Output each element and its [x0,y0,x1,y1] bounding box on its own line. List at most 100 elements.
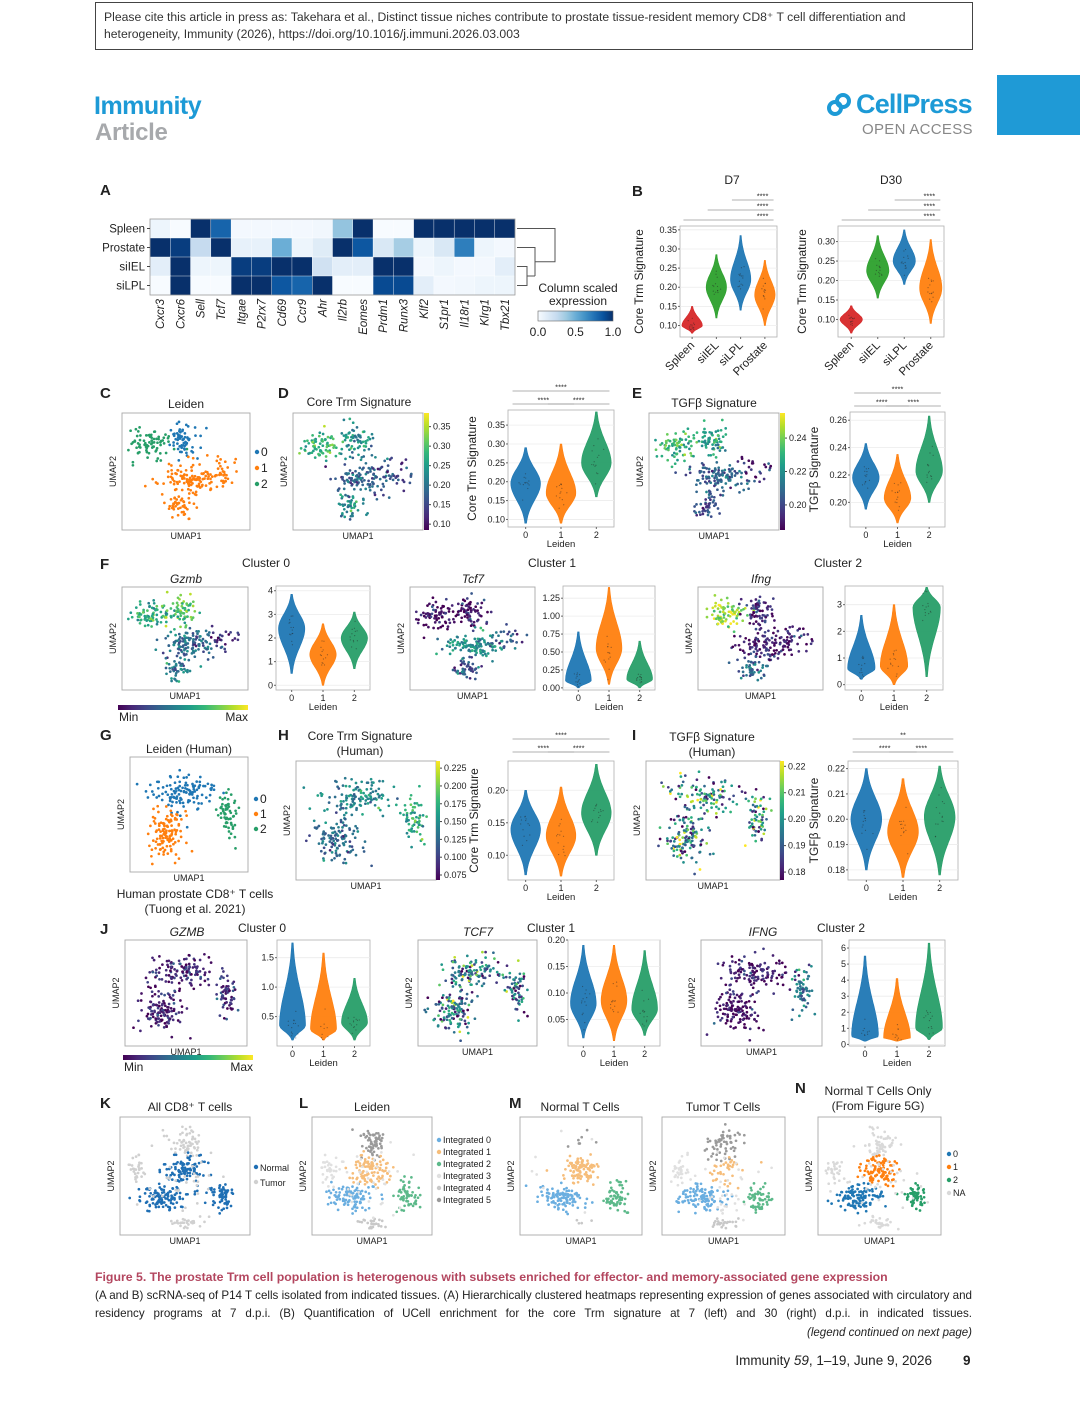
umap-point [753,660,757,664]
umap-point [215,459,219,463]
violin-point [524,482,527,484]
umap-point [151,477,155,481]
umap-point [155,446,159,450]
umap-point [317,824,321,828]
umap-point [205,426,208,430]
umap-point [185,478,189,481]
umap-point [436,626,440,630]
umap-point [182,776,186,780]
umap-point [326,435,330,439]
umap-point [697,770,701,774]
violin-0 [279,942,306,1041]
umap-point [341,841,345,845]
umap-point [366,802,370,805]
umap-point [741,1018,745,1022]
umap-point [175,422,179,426]
umap-point [366,797,370,801]
umap-point [181,970,184,974]
colorbar-tick-label: 0.20 [789,500,807,510]
umap-point [136,618,140,622]
umap-point [196,973,199,976]
violin-point [578,679,580,681]
umap-point [494,649,498,652]
umap-point [762,947,765,951]
umap-point [448,645,452,649]
umap-point [348,448,351,452]
umap-point [174,674,178,677]
umap-point [440,963,444,966]
violin-point [907,853,909,855]
umap-point [664,441,668,445]
violin-point [595,464,597,466]
violin-point [615,981,618,983]
umap-point [441,1003,445,1007]
umap-point [381,482,385,486]
umap-point [183,658,187,661]
umap-point [159,443,162,447]
violin-point [356,1024,358,1026]
umap-point [484,963,488,967]
umap-point [411,811,414,814]
umap-point [431,596,435,600]
umap-point [344,798,348,802]
umap-point [479,651,483,655]
umap-point [494,639,498,642]
umap-point [462,964,466,968]
violin-1 [883,454,912,524]
umap-point [770,608,774,611]
violin-point [867,1033,869,1035]
umap-point [751,973,754,977]
umap-point [183,636,187,640]
heatmap-row-label: siLPL [116,281,145,293]
umap-point [359,804,363,807]
legend-marker [253,811,259,817]
umap-point [680,438,684,442]
umap-point [502,976,505,979]
umap-point [670,847,674,850]
umap-point [795,990,799,994]
umap-point [224,630,228,634]
umap-point [475,641,479,645]
umap-point [734,960,737,964]
y-tick-label: 2 [841,1007,846,1017]
umap-point [359,476,363,480]
violin-point [715,270,717,272]
legend-label: 1 [260,807,267,821]
umap-point [162,482,165,485]
umap-point [154,985,157,989]
umap-point [763,620,767,624]
violin-point [894,491,896,494]
umap-point [193,958,197,962]
umap-point [466,1016,470,1019]
umap-point [155,1004,159,1007]
umap-point [369,470,372,473]
umap-point [167,507,171,511]
umap-point [394,803,398,807]
umap-point [330,841,334,845]
umap-point [191,463,195,467]
umap-point [152,807,155,811]
umap-point [313,456,317,459]
umap-point [732,1026,736,1030]
umap-point [199,977,202,980]
umap-point [479,614,483,618]
violin-point [866,474,868,476]
umap-point [354,853,358,857]
umap-point [329,477,332,481]
umap-point [484,956,487,959]
umap-point [717,807,721,811]
umap-point [191,646,195,650]
umap-point [187,962,191,966]
violin-point [608,668,610,670]
umap-point [729,810,732,814]
violin-point [930,1025,932,1028]
umap-point [341,784,345,787]
umap-point [347,495,351,499]
violin-point [896,491,899,493]
umap-point [152,819,156,823]
violin-0 [570,944,597,1039]
violin-point [874,273,877,275]
umap-point [338,844,341,848]
violin-point [864,481,866,483]
